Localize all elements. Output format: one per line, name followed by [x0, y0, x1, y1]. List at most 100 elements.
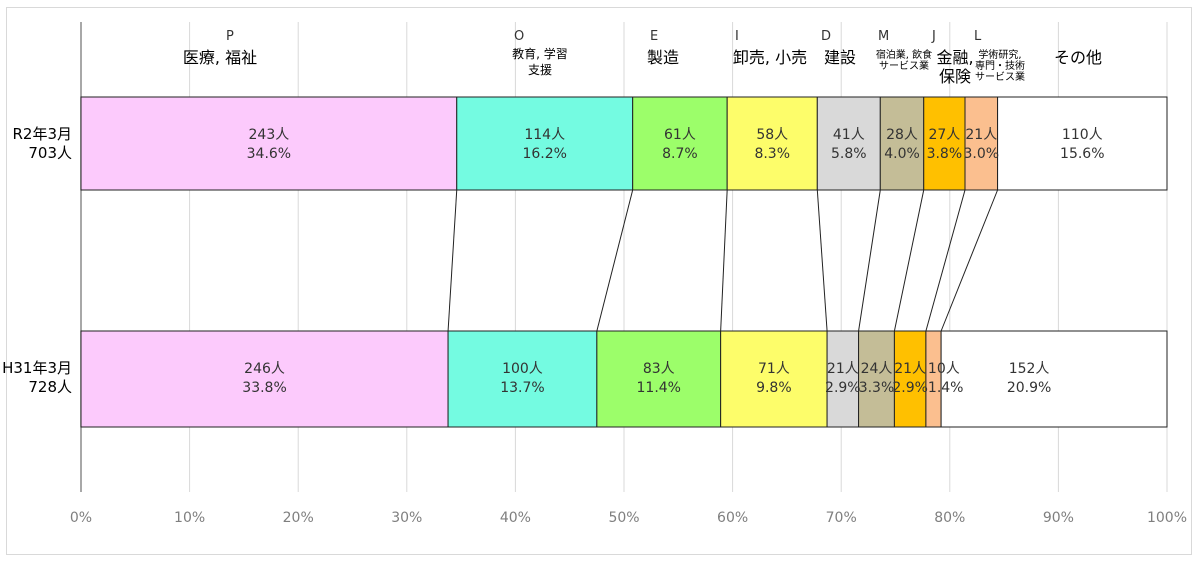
series-name-label: サービス業	[879, 59, 929, 72]
series-name-label: 学術研究,	[978, 48, 1021, 61]
data-label-count: 24人	[861, 361, 893, 377]
data-label-count: 152人	[1009, 361, 1050, 377]
connector-line	[940, 189, 999, 332]
series-name-label: 金融,	[936, 48, 973, 67]
series-name-label: サービス業	[975, 70, 1025, 83]
data-label-count: 71人	[758, 361, 790, 377]
bar-segment	[925, 330, 942, 428]
series-name-label: 教育, 学習	[512, 46, 568, 61]
data-label-count: 114人	[524, 127, 565, 143]
category-label: R2年3月	[12, 125, 72, 143]
bar-segment	[826, 330, 860, 428]
series-code-label: P	[226, 29, 234, 44]
series-name-label: 保険	[939, 67, 971, 86]
x-tick-label: 90%	[1043, 510, 1074, 526]
category-label: H31年3月	[2, 359, 72, 377]
data-label-percent: 4.0%	[884, 146, 920, 162]
bar-segment	[80, 96, 458, 191]
data-label-count: 100人	[502, 361, 543, 377]
series-code-label: M	[878, 29, 889, 44]
series-name-label: 支援	[528, 63, 552, 77]
series-name-label: 製造	[647, 48, 679, 67]
data-label-percent: 1.4%	[928, 380, 964, 396]
data-label-percent: 15.6%	[1060, 146, 1104, 162]
bar-segment	[720, 330, 828, 428]
connector-line	[925, 189, 966, 332]
data-label-percent: 2.9%	[825, 380, 861, 396]
series-code-label: D	[821, 29, 831, 44]
data-label-count: 246人	[244, 361, 285, 377]
category-label: 703人	[28, 144, 72, 162]
data-label-count: 28人	[886, 127, 918, 143]
x-tick-label: 80%	[934, 510, 965, 526]
series-code-label: L	[974, 29, 982, 44]
data-label-count: 21人	[965, 127, 997, 143]
data-label-count: 21人	[894, 361, 926, 377]
bar-segment	[997, 96, 1168, 191]
data-label-percent: 3.8%	[927, 146, 963, 162]
bar-segment	[879, 96, 925, 191]
chart-frame	[6, 7, 1192, 555]
bar-segment	[80, 330, 449, 428]
data-label-percent: 11.4%	[637, 380, 681, 396]
series-code-label: I	[735, 29, 739, 44]
data-label-percent: 2.9%	[892, 380, 928, 396]
x-tick-label: 100%	[1147, 510, 1187, 526]
data-label-percent: 20.9%	[1007, 380, 1051, 396]
data-label-percent: 8.3%	[754, 146, 790, 162]
series-code-label: E	[650, 29, 658, 44]
connector-line	[720, 189, 728, 332]
bar-segment	[726, 96, 818, 191]
category-label: 728人	[28, 378, 72, 396]
connector-line	[596, 189, 634, 332]
bar-segment	[893, 330, 927, 428]
x-tick-label: 50%	[608, 510, 639, 526]
bar-segment	[940, 330, 1168, 428]
data-label-count: 243人	[249, 127, 290, 143]
x-tick-label: 0%	[70, 510, 92, 526]
data-label-count: 110人	[1062, 127, 1103, 143]
series-name-label: その他	[1054, 48, 1102, 67]
series-name-label: 宿泊業, 飲食	[876, 48, 932, 61]
data-label-percent: 34.6%	[247, 146, 291, 162]
series-name-label: 医療, 福祉	[183, 48, 257, 67]
bar-segment	[632, 96, 728, 191]
x-tick-label: 30%	[391, 510, 422, 526]
connector-line	[816, 189, 828, 332]
data-label-count: 10人	[928, 361, 960, 377]
series-code-label: O	[514, 29, 524, 44]
bar-segment	[923, 96, 966, 191]
data-label-percent: 16.2%	[522, 146, 566, 162]
data-label-count: 27人	[928, 127, 960, 143]
series-name-label: 卸売, 小売	[733, 48, 807, 67]
data-label-count: 58人	[756, 127, 788, 143]
data-label-percent: 9.8%	[756, 380, 792, 396]
x-tick-label: 70%	[826, 510, 857, 526]
connector-line	[447, 189, 458, 332]
x-tick-label: 40%	[500, 510, 531, 526]
series-code-label: J	[931, 29, 936, 44]
bar-segment	[858, 330, 895, 428]
series-name-label: 専門・技術	[975, 59, 1025, 72]
data-label-percent: 33.8%	[242, 380, 286, 396]
data-label-count: 41人	[833, 127, 865, 143]
bar-segment	[447, 330, 598, 428]
data-label-percent: 13.7%	[500, 380, 544, 396]
x-tick-label: 10%	[174, 510, 205, 526]
data-label-percent: 5.8%	[831, 146, 867, 162]
connector-line	[893, 189, 925, 332]
data-label-percent: 3.0%	[964, 146, 1000, 162]
data-label-count: 21人	[827, 361, 859, 377]
data-label-percent: 3.3%	[859, 380, 895, 396]
series-name-label: 建設	[824, 48, 856, 67]
data-label-count: 61人	[664, 127, 696, 143]
bar-segment	[964, 96, 999, 191]
data-label-percent: 8.7%	[662, 146, 698, 162]
x-tick-label: 60%	[717, 510, 748, 526]
connector-line	[858, 189, 881, 332]
bar-segment	[456, 96, 634, 191]
bar-segment	[816, 96, 881, 191]
bar-segment	[596, 330, 722, 428]
data-label-count: 83人	[643, 361, 675, 377]
